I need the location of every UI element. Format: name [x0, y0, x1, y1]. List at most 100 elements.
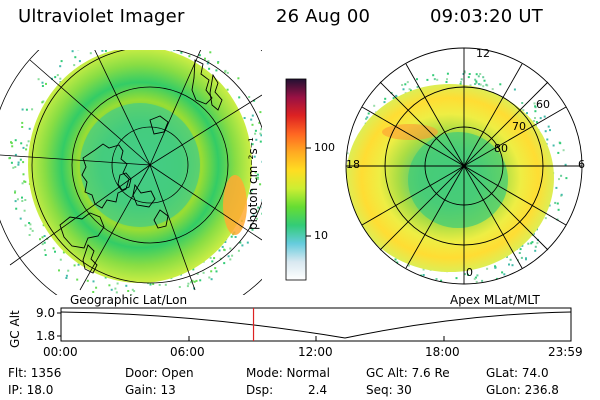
- speckle-pixel: [474, 276, 477, 279]
- speckle-pixel: [485, 83, 488, 86]
- info-dsp-value: 2.4: [308, 383, 328, 397]
- speckle-pixel: [74, 56, 77, 59]
- speckle-pixel: [464, 273, 467, 276]
- colorbar-label-100: 100: [314, 141, 335, 154]
- speckle-pixel: [86, 279, 89, 282]
- speckle-pixel: [530, 242, 533, 245]
- speckle-pixel: [501, 271, 504, 274]
- speckle-pixel: [404, 83, 407, 86]
- speckle-pixel: [237, 77, 240, 80]
- speckle-pixel: [116, 282, 119, 285]
- speckle-pixel: [261, 199, 262, 202]
- speckle-pixel: [192, 268, 195, 271]
- speckle-pixel: [161, 35, 163, 37]
- speckle-pixel: [41, 81, 44, 84]
- speckle-pixel: [396, 261, 399, 264]
- speckle-pixel: [539, 117, 542, 120]
- speckle-pixel: [209, 51, 212, 54]
- speckle-pixel: [565, 177, 568, 180]
- speckle-pixel: [251, 143, 254, 146]
- speckle-pixel: [264, 176, 266, 178]
- speckle-pixel: [407, 264, 410, 267]
- speckle-pixel: [508, 263, 510, 266]
- speckle-pixel: [14, 200, 17, 203]
- mlt-label-6: 6: [578, 158, 585, 171]
- speckle-pixel: [14, 153, 17, 156]
- speckle-pixel: [426, 78, 429, 81]
- speckle-pixel: [525, 258, 527, 261]
- speckle-pixel: [67, 269, 70, 272]
- timeline-y-max: 9.0: [36, 306, 56, 320]
- speckle-pixel: [92, 291, 95, 293]
- speckle-pixel: [270, 183, 272, 185]
- speckle-pixel: [45, 82, 47, 85]
- speckle-pixel: [160, 31, 162, 33]
- speckle-pixel: [41, 101, 44, 104]
- geographic-image: [0, 31, 272, 295]
- speckle-pixel: [257, 206, 260, 209]
- altitude-curve: [60, 311, 572, 339]
- speckle-pixel: [377, 253, 380, 256]
- speckle-pixel: [178, 286, 181, 288]
- speckle-pixel: [468, 73, 471, 75]
- speckle-pixel: [101, 50, 104, 52]
- speckle-pixel: [392, 97, 395, 100]
- speckle-pixel: [534, 245, 537, 248]
- speckle-pixel: [37, 78, 40, 81]
- speckle-pixel: [560, 174, 563, 177]
- speckle-pixel: [534, 249, 537, 252]
- speckle-pixel: [531, 241, 534, 244]
- speckle-pixel: [210, 270, 213, 273]
- speckle-pixel: [41, 85, 44, 87]
- speckle-pixel: [256, 173, 259, 176]
- timeline-tick-2359: 23:59: [548, 345, 583, 359]
- speckle-pixel: [115, 291, 118, 294]
- speckle-pixel: [202, 271, 205, 274]
- speckle-pixel: [59, 258, 62, 261]
- speckle-pixel: [526, 112, 528, 115]
- speckle-pixel: [373, 104, 376, 107]
- speckle-pixel: [564, 163, 567, 166]
- speckle-pixel: [10, 141, 12, 144]
- info-glat: GLat: 74.0: [486, 366, 549, 380]
- mlt-label-12: 12: [476, 47, 490, 60]
- speckle-pixel: [562, 149, 565, 152]
- speckle-pixel: [178, 39, 180, 41]
- speckle-pixel: [169, 37, 171, 39]
- speckle-pixel: [259, 111, 262, 114]
- speckle-pixel: [469, 285, 471, 287]
- speckle-pixel: [224, 241, 227, 243]
- speckle-pixel: [77, 263, 80, 266]
- speckle-pixel: [253, 155, 256, 158]
- speckle-pixel: [180, 51, 183, 54]
- speckle-pixel: [171, 31, 173, 33]
- colorbar-label-10: 10: [314, 229, 328, 242]
- speckle-pixel: [557, 208, 560, 211]
- speckle-pixel: [401, 84, 404, 86]
- speckle-pixel: [73, 264, 76, 267]
- speckle-pixel: [141, 34, 143, 36]
- speckle-pixel: [127, 290, 130, 292]
- speckle-pixel: [125, 284, 128, 287]
- speckle-pixel: [366, 116, 369, 119]
- speckle-pixel: [535, 121, 538, 124]
- mlat-label-80: 80: [494, 142, 508, 155]
- speckle-pixel: [395, 94, 398, 97]
- speckle-pixel: [14, 139, 17, 142]
- speckle-pixel: [268, 158, 270, 160]
- speckle-pixel: [256, 210, 259, 213]
- speckle-pixel: [41, 236, 44, 239]
- speckle-pixel: [190, 281, 192, 284]
- speckle-pixel: [544, 217, 547, 220]
- speckle-pixel: [462, 73, 465, 75]
- speckle-pixel: [60, 60, 63, 63]
- speckle-pixel: [261, 206, 262, 209]
- info-mode: Mode: Normal: [246, 366, 330, 380]
- info-ip: IP: 18.0: [8, 383, 54, 397]
- speckle-pixel: [246, 241, 249, 244]
- speckle-pixel: [104, 50, 107, 52]
- speckle-pixel: [435, 278, 438, 280]
- speckle-pixel: [65, 277, 68, 279]
- speckle-pixel: [362, 238, 365, 241]
- speckle-pixel: [263, 200, 265, 202]
